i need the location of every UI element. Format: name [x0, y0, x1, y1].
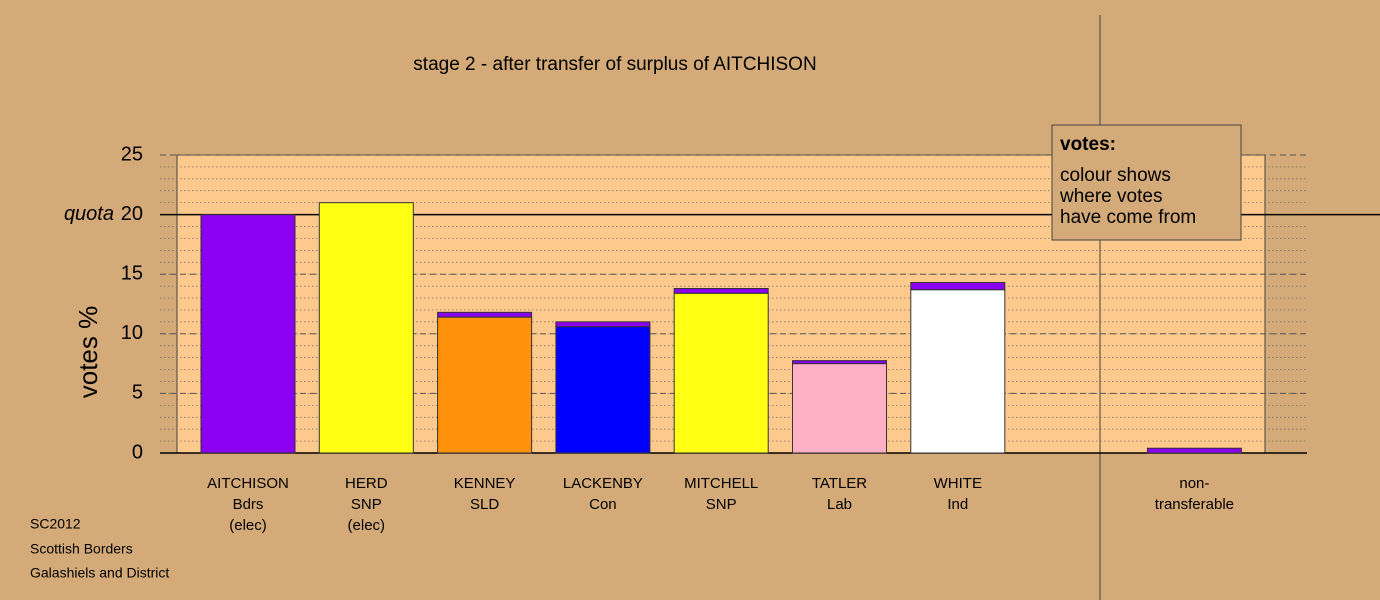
x-tick-label: SLD — [470, 496, 499, 513]
y-tick-label: 15 — [121, 262, 143, 284]
chart-title: stage 2 - after transfer of surplus of A… — [413, 54, 816, 75]
bar-segment — [318, 202, 414, 454]
legend-text: colour shows — [1060, 165, 1171, 186]
y-tick-label: 10 — [121, 322, 143, 344]
bar-segment — [673, 288, 769, 294]
bar-segment — [673, 292, 769, 454]
y-tick-label: 25 — [121, 143, 143, 165]
labels: 0 5 10 15 20 25 quota AITCHISON Bdrs (elec) HERD SN… — [64, 143, 1234, 534]
x-tick-label: MITCHELL — [684, 475, 758, 492]
y-tick-label: 5 — [132, 382, 143, 404]
y-axis-label: votes % — [73, 306, 103, 399]
x-tick-label: HERD — [345, 475, 388, 492]
bar-segment — [1146, 447, 1242, 454]
x-tick-label: transferable — [1155, 496, 1234, 513]
x-tick-label: AITCHISON — [207, 475, 289, 492]
quota-label: quota — [64, 203, 114, 225]
x-tick-label: non- — [1179, 475, 1209, 492]
bar-segment — [200, 214, 296, 454]
footer: SC2012 Scottish Borders Galashiels and D… — [30, 516, 169, 581]
bar-segment — [437, 316, 533, 454]
bar-segment — [555, 326, 651, 454]
legend-title: votes: — [1060, 134, 1116, 155]
bar-segment — [910, 282, 1006, 291]
bar-segment — [792, 363, 887, 454]
x-tick-label: SNP — [706, 496, 737, 513]
bar-segment — [437, 311, 533, 318]
x-tick-label: Bdrs — [233, 496, 264, 513]
x-tick-label: Ind — [947, 496, 968, 513]
bar-segment — [555, 321, 651, 328]
bar-segment — [792, 360, 887, 365]
y-tick-label: 20 — [121, 203, 143, 225]
x-tick-label: TATLER — [812, 475, 867, 492]
x-tick-label: KENNEY — [454, 475, 516, 492]
x-tick-label: Con — [589, 496, 617, 513]
footer-line: SC2012 — [30, 516, 81, 532]
x-tick-label: LACKENBY — [563, 475, 643, 492]
x-tick-label: (elec) — [348, 517, 386, 534]
x-tick-label: Lab — [827, 496, 852, 513]
bar-segment — [910, 289, 1006, 454]
legend-text: where votes — [1059, 186, 1162, 207]
footer-line: Scottish Borders — [30, 541, 133, 557]
x-tick-label: SNP — [351, 496, 382, 513]
footer-line: Galashiels and District — [30, 565, 169, 581]
legend-box — [1051, 124, 1242, 241]
x-tick-label: WHITE — [934, 475, 982, 492]
bars — [200, 202, 1242, 454]
legend-text: have come from — [1060, 207, 1196, 228]
legend: votes: colour shows where votes have com… — [1051, 124, 1242, 241]
x-tick-label: (elec) — [229, 517, 267, 534]
y-tick-label: 0 — [132, 441, 143, 463]
